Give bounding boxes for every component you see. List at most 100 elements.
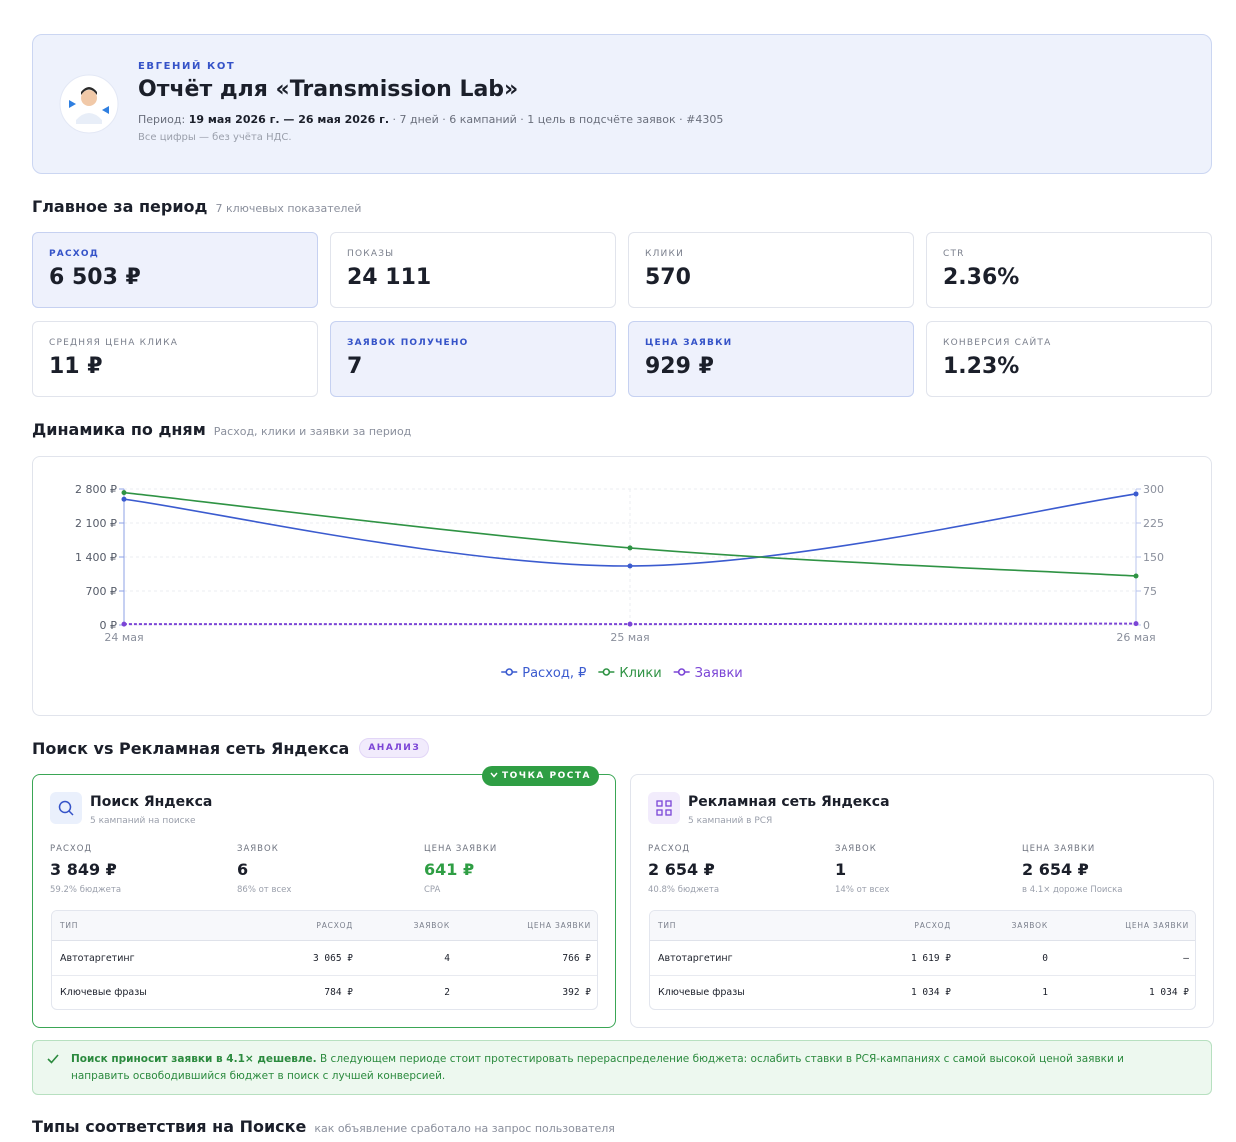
grid-icon: [656, 800, 672, 816]
table-cell: 3 065 ₽: [312, 952, 353, 964]
chart: 0 ₽ 700 ₽ 1 400 ₽ 2 100 ₽ 2 800 ₽ 0 75 150 225 30…: [75, 483, 1164, 681]
point: [121, 621, 127, 627]
metric-note: в 4.1× дороже Поиска: [1022, 885, 1123, 895]
table-cell: 1 619 ₽: [910, 952, 951, 964]
callout-text: В следующем периоде стоит протестировать…: [71, 1053, 1124, 1082]
kpi-label: ПОКАЗЫ: [347, 249, 395, 259]
period-label: Период:: [138, 113, 186, 126]
report-header: ЕВГЕНИЙ КОТ Отчёт для «Transmission Lab»…: [32, 34, 1212, 174]
table-row: Автотаргетинг 1 619 ₽ 0 —: [650, 941, 1195, 975]
table-row: Ключевые фразы 1 034 ₽ 1 1 034 ₽: [650, 975, 1195, 1009]
table-cell: 392 ₽: [562, 987, 591, 998]
metric-label: РАСХОД: [648, 844, 691, 854]
y-tick-label: 1 400 ₽: [75, 551, 117, 564]
metric-note: 59.2% бюджета: [50, 885, 122, 895]
x-tick-label: 25 мая: [610, 631, 649, 644]
table-cell: 1 034 ₽: [910, 987, 951, 998]
point: [627, 545, 633, 551]
growth-badge: ТОЧКА РОСТА: [482, 766, 599, 786]
check-icon: [47, 1054, 59, 1064]
metric-value: 6: [237, 860, 249, 879]
title: Главное за период: [32, 197, 208, 216]
kpi-value: 24 111: [347, 265, 432, 290]
column-header: ЦЕНА ЗАЯВКИ: [527, 921, 591, 930]
y-tick-label: 0 ₽: [100, 619, 118, 632]
section-title: Главное за период 7 ключевых показателей: [32, 197, 361, 216]
table-cell: Автотаргетинг: [60, 952, 135, 964]
legend-item: Заявки: [673, 666, 743, 681]
callout-bold: Поиск приносит заявки в 4.1× дешевле.: [71, 1053, 317, 1065]
kpi-value: 11 ₽: [49, 354, 103, 379]
title: Поиск vs Рекламная сеть Яндекса: [32, 738, 350, 758]
metric-label: ЦЕНА ЗАЯВКИ: [1022, 844, 1096, 854]
metric-note: 14% от всех: [835, 885, 890, 895]
legend-marker: [602, 668, 611, 676]
subtitle: как объявление сработало на запрос польз…: [314, 1122, 615, 1135]
table-cell: 0: [1042, 952, 1048, 964]
table-cell: 1: [1042, 987, 1048, 998]
x-tick-label: 26 мая: [1116, 631, 1155, 644]
kpi-label: СРЕДНЯЯ ЦЕНА КЛИКА: [49, 338, 179, 348]
channel-card: Рекламная сеть Яндекса 5 кампаний в РСЯ РА…: [630, 774, 1214, 1028]
kpi-label: КОНВЕРСИЯ САЙТА: [943, 338, 1052, 348]
metric-value: 2 654 ₽: [648, 860, 715, 879]
kpi-label: КЛИКИ: [645, 249, 685, 259]
legend: Расход, ₽ Клики Заявки: [501, 666, 743, 681]
report-title: Отчёт для «Transmission Lab»: [138, 77, 519, 102]
kpi-card: КОНВЕРСИЯ САЙТА 1.23%: [926, 321, 1212, 397]
channel-name: Рекламная сеть Яндекса: [688, 794, 890, 810]
x-tick-label: 24 мая: [104, 631, 143, 644]
legend-label: Клики: [619, 666, 661, 681]
kpi-label: ЦЕНА ЗАЯВКИ: [645, 338, 733, 348]
kpi-value: 7: [347, 354, 363, 379]
metric-value: 1: [835, 860, 847, 879]
badge: АНАЛИЗ: [359, 738, 430, 758]
kpi-label: РАСХОД: [49, 249, 99, 259]
table-cell: 784 ₽: [324, 987, 353, 998]
point: [1133, 573, 1139, 579]
period-meta: · 7 дней · 6 кампаний · 1 цель в подсчёт…: [392, 113, 724, 126]
channel-subtitle: 5 кампаний на поиске: [90, 816, 196, 826]
metric-note: 86% от всех: [237, 885, 292, 895]
title: Типы соответствия на Поиске: [32, 1117, 307, 1136]
kpi-value: 929 ₽: [645, 354, 714, 379]
legend-item: Клики: [598, 666, 662, 681]
title: Динамика по дням: [32, 420, 206, 439]
kpi-card: РАСХОД 6 503 ₽: [32, 232, 318, 308]
section-title: Динамика по дням Расход, клики и заявки з…: [32, 420, 411, 439]
vat-note: Все цифры — без учёта НДС.: [138, 132, 292, 143]
channel-icon: [648, 792, 680, 824]
kpi-card: ЗАЯВОК ПОЛУЧЕНО 7: [330, 321, 616, 397]
channel-subtitle: 5 кампаний в РСЯ: [688, 816, 773, 826]
table-cell: 2: [444, 987, 450, 998]
kpi-value: 1.23%: [943, 354, 1020, 379]
table-cell: —: [1183, 952, 1189, 964]
legend-marker: [677, 668, 686, 676]
section-title: Типы соответствия на Поиске как объявлени…: [32, 1117, 615, 1136]
column-header: ТИП: [658, 921, 677, 930]
channel-card: ТОЧКА РОСТА Поиск Яндекса 5 кампаний на по…: [32, 766, 616, 1028]
metric-label: ЦЕНА ЗАЯВКИ: [424, 844, 498, 854]
chevron: [490, 772, 498, 778]
point: [121, 490, 127, 496]
legend-label: Заявки: [695, 666, 743, 681]
column-header: ТИП: [60, 921, 79, 930]
table-header: ТИП РАСХОД ЗАЯВОК ЦЕНА ЗАЯВКИ: [52, 911, 597, 941]
metric-value: 641 ₽: [424, 860, 475, 879]
metric-value: 2 654 ₽: [1022, 860, 1089, 879]
table-cell: 4: [444, 952, 450, 964]
y-tick-label: 700 ₽: [86, 585, 118, 598]
legend-item: Расход, ₽: [501, 666, 586, 681]
avatar: [59, 74, 119, 134]
metric-label: ЗАЯВОК: [237, 844, 279, 854]
table-cell: 1 034 ₽: [1148, 987, 1189, 998]
kpi-label: ЗАЯВОК ПОЛУЧЕНО: [347, 338, 469, 348]
table-header: ТИП РАСХОД ЗАЯВОК ЦЕНА ЗАЯВКИ: [650, 911, 1195, 941]
kpi-card: CTR 2.36%: [926, 232, 1212, 308]
column-header: РАСХОД: [316, 921, 353, 930]
column-header: РАСХОД: [914, 921, 951, 930]
table-row: Автотаргетинг 3 065 ₽ 4 766 ₽: [52, 941, 597, 975]
point: [1133, 621, 1139, 627]
point: [627, 621, 633, 627]
